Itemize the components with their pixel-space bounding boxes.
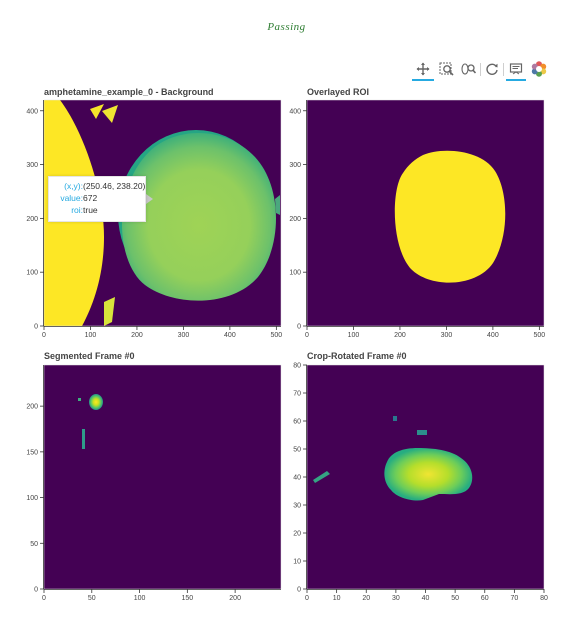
x-tick-label: 400: [224, 332, 236, 339]
x-tick-label: 100: [134, 595, 146, 602]
hover-tooltip: (x,y):(250.46, 238.20) value:672 roi:tru…: [48, 176, 146, 222]
crop-rotated-frame-plot[interactable]: 0 10 20 30 40 50 60 70 80 0 10 20 30 40 50 60 70 80: [263, 362, 553, 612]
y-tick-label: 40: [293, 475, 301, 482]
y-tick-label: 60: [293, 419, 301, 426]
y-tick-label: 150: [26, 449, 38, 456]
x-tick-label: 40: [422, 595, 430, 602]
y-tick-label: 100: [26, 270, 38, 277]
y-tick-label: 80: [293, 363, 301, 370]
x-tick-label: 30: [392, 595, 400, 602]
background-plot[interactable]: 0 100 200 300 400 500 0 100 200 300 400: [0, 97, 290, 349]
x-tick-label: 0: [42, 332, 46, 339]
bokeh-logo-link[interactable]: [529, 59, 549, 79]
plot-toolbar: [410, 59, 560, 81]
pan-icon: [416, 62, 430, 76]
y-tick-label: 200: [26, 404, 38, 411]
segmented-frame-plot[interactable]: 0 50 100 150 200 0 50 100 150 200: [0, 362, 290, 612]
tooltip-roi-key: roi:: [71, 205, 83, 215]
tooltip-xy-key: (x,y):: [64, 181, 83, 191]
y-tick-label: 0: [34, 587, 38, 594]
hover-tool[interactable]: [506, 59, 526, 81]
tooltip-xy-value: (250.46, 238.20): [83, 181, 146, 191]
status-text: Passing: [267, 21, 306, 33]
x-tick-label: 0: [42, 595, 46, 602]
y-tick-label: 0: [297, 587, 301, 594]
box-zoom-icon: [439, 62, 454, 76]
pan-tool[interactable]: [412, 59, 434, 81]
x-tick-label: 50: [88, 595, 96, 602]
y-tick-label: 200: [289, 216, 301, 223]
y-tick-label: 70: [293, 391, 301, 398]
tooltip-roi-value: true: [83, 205, 98, 215]
y-tick-label: 200: [26, 216, 38, 223]
segmented-streak: [82, 429, 85, 449]
y-tick-label: 100: [26, 495, 38, 502]
specimen-region: [121, 132, 277, 301]
tooltip-arrow: [146, 194, 153, 204]
y-tick-label: 0: [34, 324, 38, 331]
x-tick-label: 200: [394, 332, 406, 339]
x-tick-label: 400: [487, 332, 499, 339]
y-tick-label: 400: [289, 108, 301, 115]
x-tick-label: 100: [85, 332, 97, 339]
x-tick-label: 200: [229, 595, 241, 602]
hover-icon: [509, 63, 523, 75]
x-tick-label: 0: [305, 332, 309, 339]
y-tick-label: 300: [26, 162, 38, 169]
crop-streak: [313, 471, 330, 483]
bokeh-logo: [531, 61, 547, 77]
x-tick-label: 70: [510, 595, 518, 602]
x-tick-label: 500: [534, 332, 546, 339]
x-tick-label: 80: [540, 595, 548, 602]
x-tick-label: 150: [182, 595, 194, 602]
roi-ellipse: [394, 150, 506, 283]
plot-title-background: amphetamine_example_0 - Background: [44, 87, 214, 97]
x-tick-label: 200: [131, 332, 143, 339]
x-tick-label: 60: [481, 595, 489, 602]
x-tick-label: 500: [271, 332, 283, 339]
y-tick-label: 50: [293, 447, 301, 454]
y-tick-label: 30: [293, 503, 301, 510]
x-tick-label: 300: [178, 332, 190, 339]
y-tick-label: 300: [289, 162, 301, 169]
x-tick-label: 0: [305, 595, 309, 602]
plot-title-crop-rotated-frame: Crop-Rotated Frame #0: [307, 351, 407, 361]
box-zoom-tool[interactable]: [436, 59, 456, 79]
plot-title-overlayed-roi: Overlayed ROI: [307, 87, 370, 97]
crop-blob: [384, 448, 473, 501]
wheel-zoom-tool[interactable]: [458, 59, 478, 79]
plot-title-segmented-frame: Segmented Frame #0: [44, 351, 135, 361]
wheel-zoom-icon: [460, 62, 476, 75]
segmented-blob: [89, 394, 103, 410]
reset-icon: [486, 63, 498, 75]
overlayed-roi-plot[interactable]: 0 100 200 300 400 500 0 100 200 300 400: [263, 97, 553, 349]
x-tick-label: 50: [451, 595, 459, 602]
reset-tool[interactable]: [483, 59, 501, 79]
y-tick-label: 400: [26, 108, 38, 115]
y-tick-label: 0: [297, 324, 301, 331]
x-tick-label: 100: [348, 332, 360, 339]
x-tick-label: 10: [333, 595, 341, 602]
tooltip-value-value: 672: [83, 193, 98, 203]
y-tick-label: 50: [30, 541, 38, 548]
tooltip-value-key: value:: [60, 193, 83, 203]
y-tick-label: 10: [293, 559, 301, 566]
x-tick-label: 20: [362, 595, 370, 602]
x-tick-label: 300: [441, 332, 453, 339]
y-tick-label: 100: [289, 270, 301, 277]
segmented-background: [44, 365, 281, 589]
y-tick-label: 20: [293, 531, 301, 538]
